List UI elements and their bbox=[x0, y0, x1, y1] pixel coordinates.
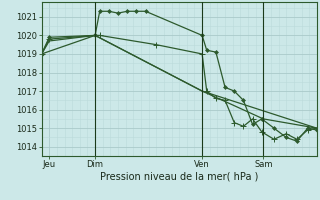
X-axis label: Pression niveau de la mer( hPa ): Pression niveau de la mer( hPa ) bbox=[100, 172, 258, 182]
